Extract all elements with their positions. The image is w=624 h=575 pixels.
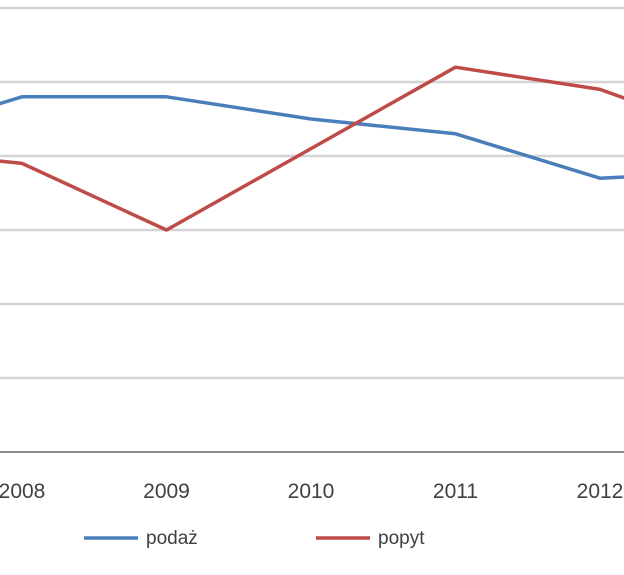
series-line-popyt	[0, 65, 624, 232]
series-line-podaz	[0, 95, 624, 180]
legend: podaż popyt	[84, 528, 425, 549]
gridlines	[0, 6, 624, 453]
series-lines	[0, 65, 624, 232]
x-tick-label: 2008	[0, 480, 45, 503]
x-tick-label: 2009	[143, 480, 190, 503]
x-axis-ticks: 2008 2009 2010 2011 2012	[0, 480, 623, 503]
x-tick-label: 2012	[577, 480, 624, 503]
x-tick-label: 2011	[433, 480, 478, 503]
legend-label: podaż	[146, 528, 198, 549]
x-tick-label: 2010	[288, 480, 335, 503]
legend-label: popyt	[378, 528, 425, 549]
